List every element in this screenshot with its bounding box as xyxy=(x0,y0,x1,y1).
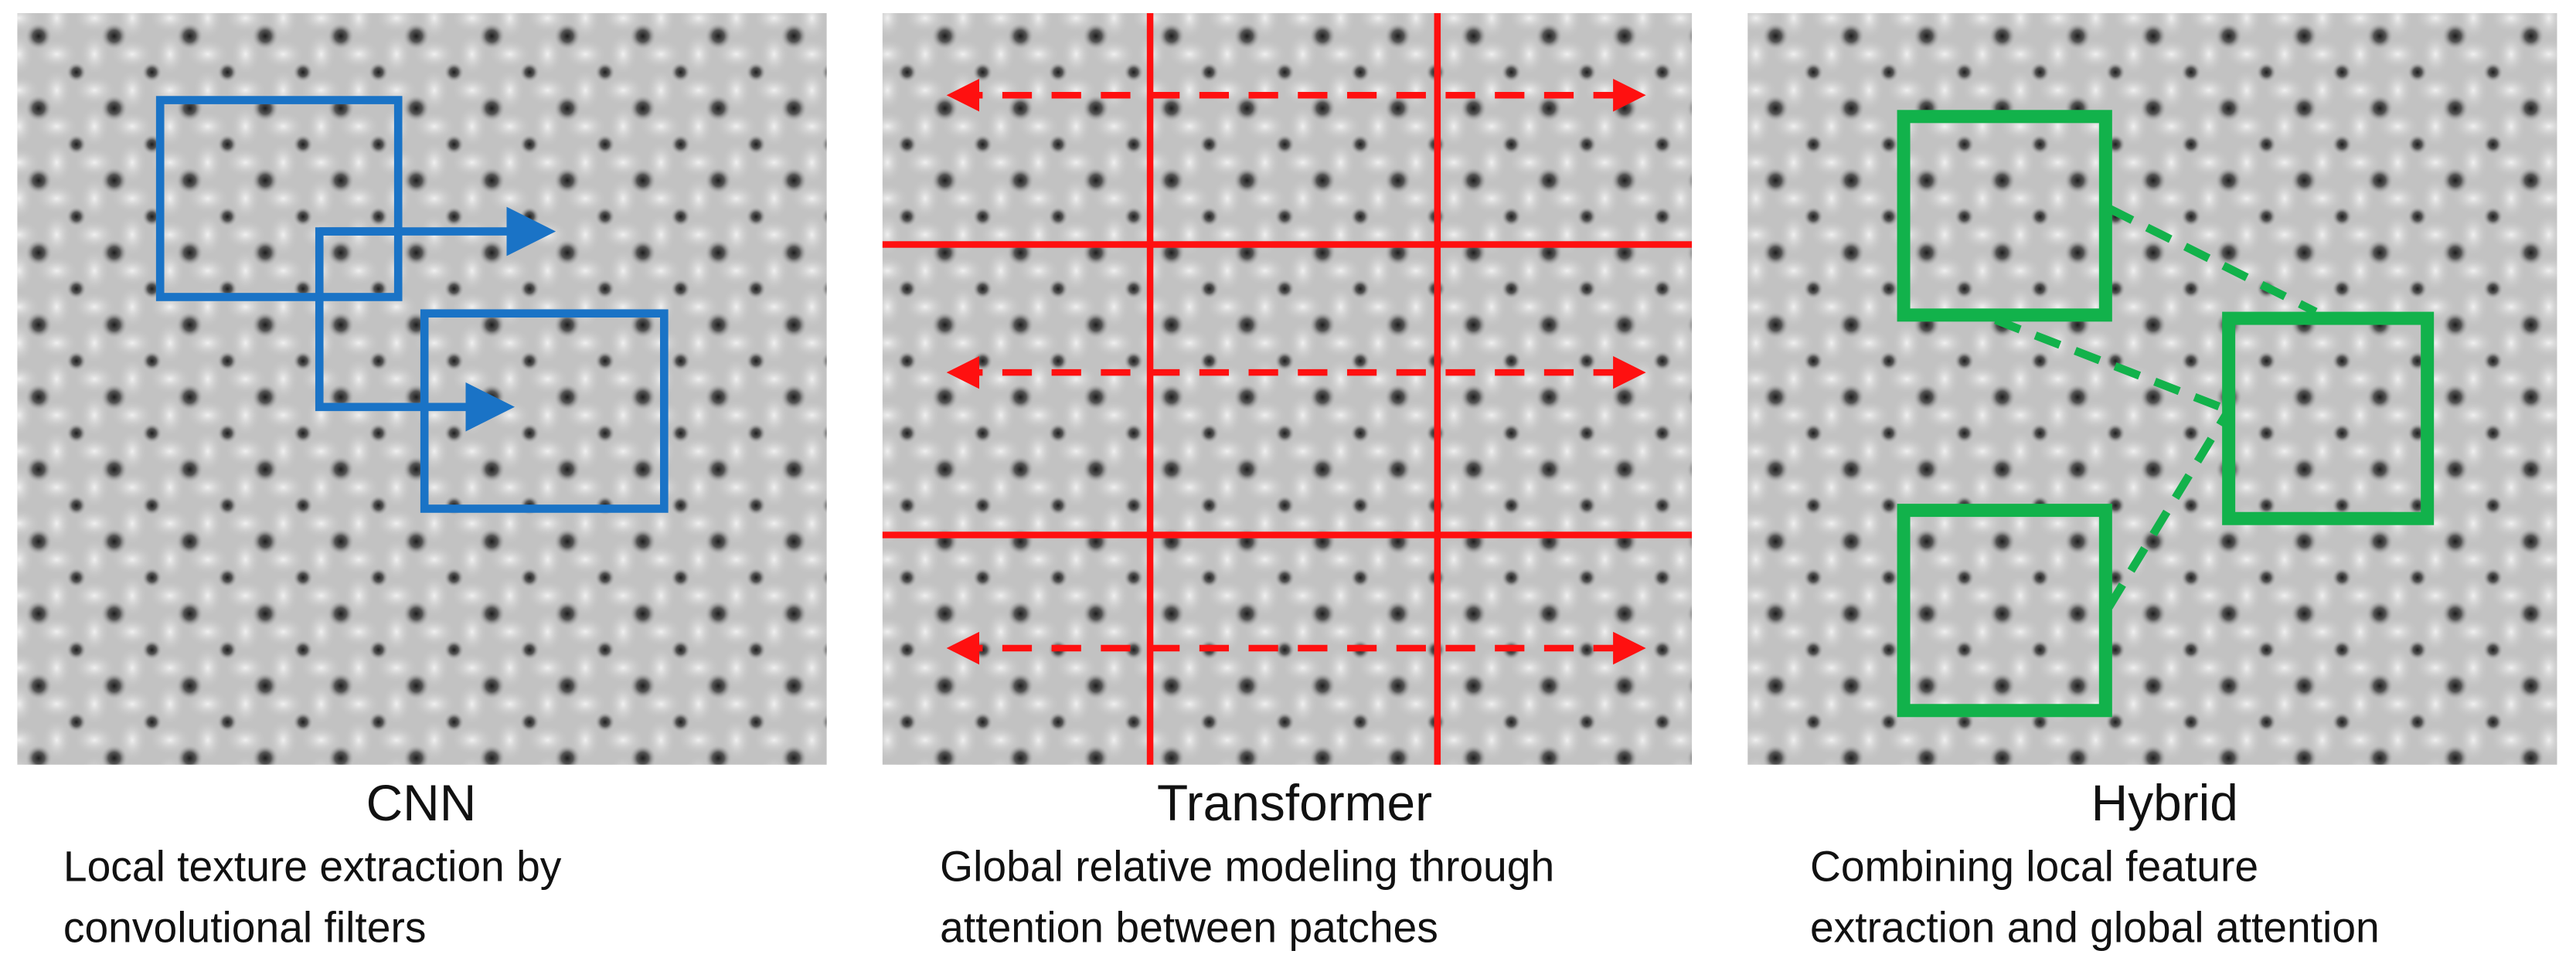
panel-description: Local texture extraction by xyxy=(63,843,562,891)
panel-title: Transformer xyxy=(1157,774,1432,831)
transformer-overlay xyxy=(882,12,1693,765)
hybrid-overlay xyxy=(1897,110,2435,718)
local-box xyxy=(1897,504,2112,718)
panel-description: Global relative modeling through xyxy=(940,843,1554,891)
panel-description: attention between patches xyxy=(940,903,1438,951)
panel-description: extraction and global attention xyxy=(1810,903,2380,951)
cnn-overlay xyxy=(155,96,669,513)
attention-link xyxy=(2105,408,2233,610)
panel-title: Hybrid xyxy=(2091,774,2238,831)
local-box xyxy=(2222,311,2435,525)
texture-image xyxy=(882,12,1693,765)
filter-box xyxy=(155,96,403,301)
local-box xyxy=(1897,110,2112,322)
panel-description: Combining local feature xyxy=(1810,843,2258,891)
attention-link xyxy=(2107,205,2318,316)
panel-title: CNN xyxy=(366,774,477,831)
texture-image xyxy=(1747,12,2557,765)
panel-description: convolutional filters xyxy=(63,903,427,951)
